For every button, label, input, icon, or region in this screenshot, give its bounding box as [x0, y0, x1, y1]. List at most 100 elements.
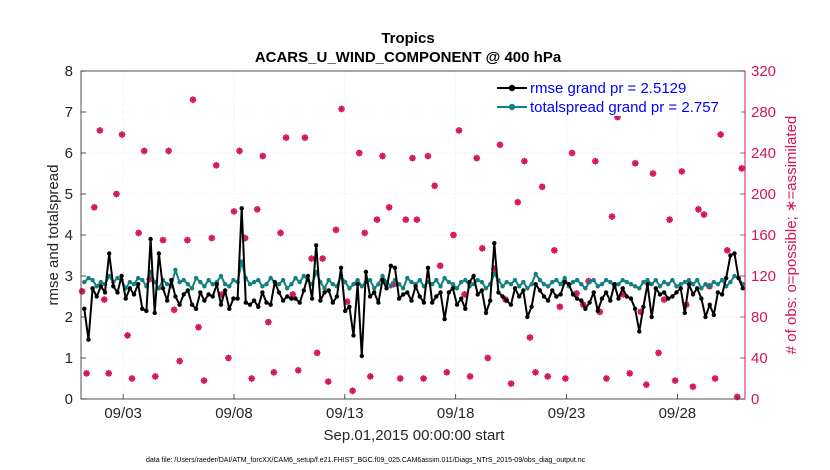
rmse-point	[587, 300, 592, 305]
obs-assimilated-marker	[532, 368, 539, 376]
rmse-point	[359, 353, 364, 359]
rmse-point	[82, 306, 87, 311]
totalspread-point	[359, 284, 364, 289]
y-right-tick-label: 160	[751, 227, 776, 244]
totalspread-point	[285, 286, 290, 291]
rmse-point	[169, 277, 174, 283]
rmse-point	[570, 292, 576, 297]
totalspread-point	[732, 273, 737, 279]
obs-assimilated-marker	[100, 296, 108, 303]
rmse-point	[521, 288, 526, 293]
obs-assimilated-marker	[373, 216, 381, 224]
obs-assimilated-marker	[118, 131, 126, 138]
totalspread-point	[98, 279, 104, 285]
y-left-tick-label: 3	[65, 268, 73, 285]
totalspread-point	[492, 271, 497, 277]
rmse-point	[488, 298, 493, 303]
rmse-point	[459, 296, 464, 301]
y-right-tick-label: 240	[751, 145, 776, 162]
rmse-point	[645, 282, 650, 287]
totalspread-point	[670, 277, 675, 283]
totalspread-point	[558, 282, 563, 287]
obs-assimilated-marker	[717, 131, 725, 138]
totalspread-point	[678, 282, 683, 287]
obs-assimilated-marker	[212, 161, 220, 169]
totalspread-point	[293, 275, 298, 281]
grid-lines	[81, 71, 745, 399]
totalspread-point	[450, 282, 456, 287]
obs-assimilated-marker	[436, 262, 444, 270]
obs-assimilated-marker	[159, 236, 167, 244]
totalspread-point	[210, 282, 215, 287]
rmse-point	[711, 312, 716, 318]
totalspread-point	[459, 279, 464, 285]
rmse-point	[268, 302, 273, 307]
obs-assimilated-marker	[390, 280, 398, 288]
rmse-point	[152, 310, 157, 316]
obs-assimilated-marker	[484, 354, 492, 362]
totalspread-point	[251, 279, 257, 285]
rmse-point	[608, 298, 613, 303]
totalspread-point	[728, 279, 733, 285]
rmse-point	[107, 251, 112, 256]
totalspread-point	[657, 284, 663, 289]
obs-assimilated-marker	[361, 229, 369, 237]
totalspread-point	[628, 282, 634, 287]
totalspread-point	[442, 275, 447, 281]
rmse-point	[732, 251, 737, 256]
totalspread-point	[666, 282, 671, 287]
totalspread-point	[127, 279, 133, 285]
totalspread-point	[674, 284, 679, 289]
rmse-point	[599, 296, 605, 301]
rmse-point	[467, 279, 472, 285]
rmse-point	[496, 290, 501, 295]
totalspread-point	[202, 284, 207, 289]
totalspread-point	[508, 282, 514, 287]
obs-assimilated-marker	[140, 147, 148, 155]
rmse-point	[628, 296, 634, 301]
totalspread-point	[641, 279, 646, 285]
rmse-point	[276, 290, 282, 295]
rmse-point	[574, 296, 580, 301]
totalspread-point	[206, 277, 211, 283]
obs-assimilated-marker	[200, 377, 208, 384]
totalspread-point	[521, 279, 526, 285]
rmse-point	[376, 300, 381, 305]
rmse-point	[566, 282, 572, 287]
totalspread-point	[185, 282, 191, 287]
rmse-point	[715, 290, 721, 295]
rmse-point	[500, 294, 505, 299]
obs-assimilated-marker	[496, 141, 504, 149]
totalspread-point	[541, 282, 547, 287]
legend-rmse-marker	[508, 84, 516, 92]
rmse-point	[533, 282, 538, 287]
obs-assimilated-marker	[671, 377, 679, 384]
rmse-point	[686, 282, 692, 287]
rmse-point	[343, 308, 348, 314]
totalspread-point	[711, 279, 716, 285]
totalspread-point	[690, 282, 696, 287]
obs-assimilated-marker	[443, 368, 451, 376]
rmse-point	[682, 310, 687, 316]
totalspread-point	[637, 286, 642, 291]
rmse-point	[338, 265, 344, 270]
obs-assimilated-marker	[678, 168, 686, 175]
y-left-tick-label: 2	[65, 309, 73, 326]
totalspread-point	[330, 282, 335, 287]
obs-assimilated-marker	[184, 236, 191, 244]
totalspread-point	[189, 286, 195, 291]
rmse-point	[198, 290, 203, 295]
totalspread-point	[247, 282, 253, 287]
obs-assimilated-marker	[319, 255, 327, 262]
totalspread-point	[570, 279, 576, 285]
totalspread-point	[115, 275, 120, 281]
totalspread-point	[583, 286, 588, 291]
obs-assimilated-marker	[218, 291, 226, 298]
y-left-tick-label: 1	[65, 350, 73, 367]
rmse-point	[235, 296, 240, 301]
obs-assimilated-marker	[655, 349, 662, 357]
totalspread-point	[165, 282, 170, 287]
rmse-point	[363, 269, 369, 275]
legend-rmse-label: rmse grand pr = 2.5129	[530, 80, 686, 97]
totalspread-point	[446, 279, 451, 285]
